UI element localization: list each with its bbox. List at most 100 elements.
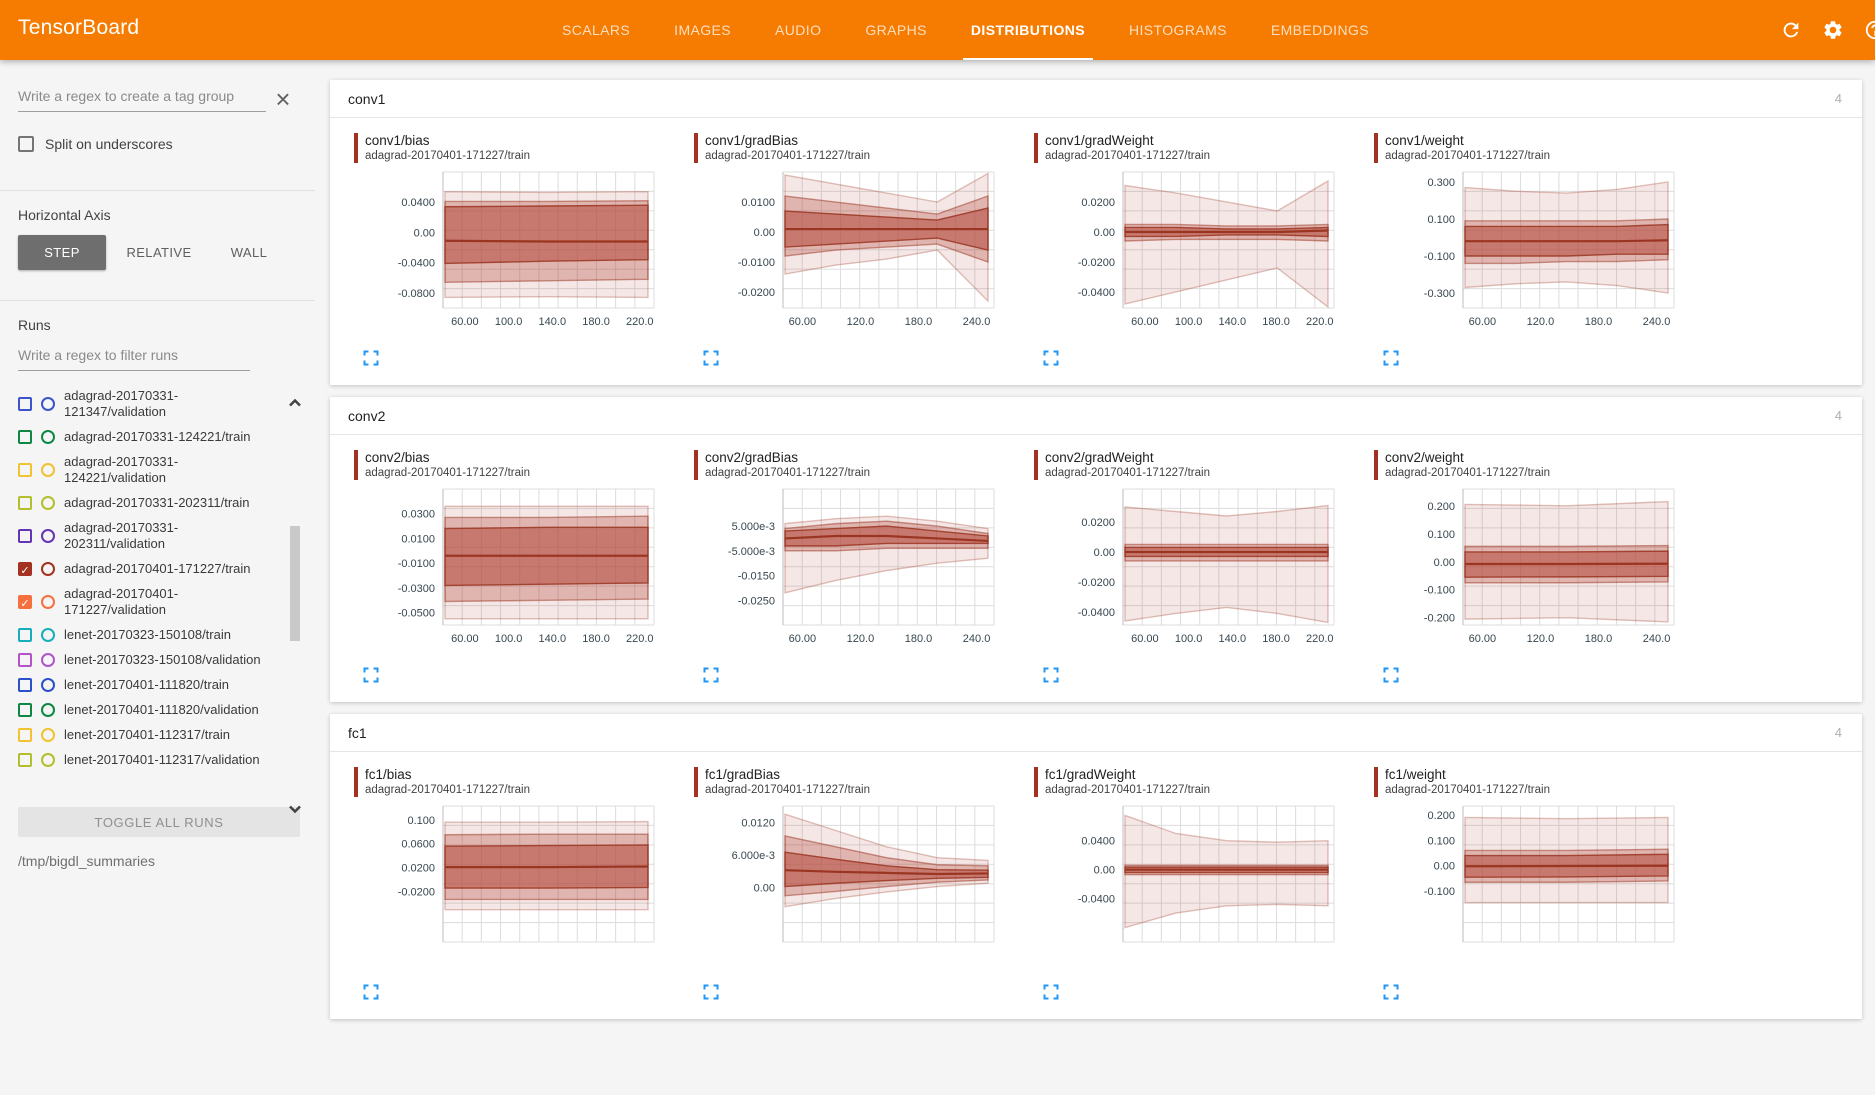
expand-icon[interactable] — [1382, 667, 1400, 685]
run-color-circle-icon[interactable] — [41, 628, 55, 642]
run-list-item[interactable]: ✓adagrad-20170401-171227/train — [18, 558, 298, 580]
run-list-item[interactable]: adagrad-20170331-124221/validation — [18, 451, 298, 489]
close-icon[interactable]: × — [266, 86, 300, 112]
checkbox-icon[interactable] — [18, 703, 32, 717]
y-tick-label: 0.0100 — [401, 533, 435, 545]
checkbox-icon[interactable] — [18, 628, 32, 642]
checked-checkbox-icon[interactable]: ✓ — [18, 595, 32, 609]
axis-button-wall[interactable]: WALL — [214, 235, 284, 270]
run-color-marker — [1374, 133, 1378, 163]
run-color-circle-icon[interactable] — [41, 678, 55, 692]
expand-icon[interactable] — [702, 350, 720, 368]
run-list-item[interactable]: adagrad-20170331-202311/train — [18, 492, 298, 514]
checkbox-icon[interactable] — [18, 653, 32, 667]
run-list-item[interactable]: lenet-20170401-112317/train — [18, 724, 298, 746]
runs-scrollbar[interactable] — [287, 396, 303, 816]
run-color-circle-icon[interactable] — [41, 463, 55, 477]
run-color-circle-icon[interactable] — [41, 753, 55, 767]
run-list-item[interactable]: lenet-20170401-111820/train — [18, 674, 298, 696]
checkbox-icon[interactable] — [18, 753, 32, 767]
run-list-item[interactable]: adagrad-20170331-124221/train — [18, 426, 298, 448]
run-color-marker — [354, 133, 358, 163]
scroll-up-icon[interactable] — [288, 396, 302, 410]
y-tick-label: 0.00 — [1434, 557, 1455, 569]
chart-tag-name: conv1/gradWeight — [1045, 132, 1210, 149]
tag-regex-input[interactable] — [18, 82, 266, 112]
run-list-item[interactable]: lenet-20170401-112317/validation — [18, 749, 298, 771]
checkbox-icon[interactable] — [18, 678, 32, 692]
run-list-item[interactable]: adagrad-20170331-121347/validation — [18, 385, 298, 423]
split-underscores-checkbox[interactable]: Split on underscores — [18, 136, 315, 152]
expand-icon[interactable] — [1042, 667, 1060, 685]
expand-icon[interactable] — [1382, 984, 1400, 1002]
x-tick-label: 240.0 — [1643, 633, 1671, 645]
help-icon[interactable] — [1864, 19, 1875, 41]
tab-embeddings[interactable]: EMBEDDINGS — [1249, 0, 1391, 60]
run-color-circle-icon[interactable] — [41, 529, 55, 543]
scrollbar-thumb[interactable] — [290, 526, 300, 641]
checked-checkbox-icon[interactable]: ✓ — [18, 562, 32, 576]
y-tick-label: 0.00 — [1434, 861, 1455, 873]
expand-icon[interactable] — [362, 667, 380, 685]
tab-histograms[interactable]: HISTOGRAMS — [1107, 0, 1249, 60]
checkbox-icon[interactable] — [18, 430, 32, 444]
checkbox-icon[interactable] — [18, 397, 32, 411]
expand-icon[interactable] — [702, 667, 720, 685]
tab-audio[interactable]: AUDIO — [753, 0, 843, 60]
runs-regex-input[interactable] — [18, 341, 250, 371]
toggle-all-runs-button[interactable]: TOGGLE ALL RUNS — [18, 807, 300, 837]
tab-scalars[interactable]: SCALARS — [540, 0, 652, 60]
run-list-item[interactable]: lenet-20170401-111820/validation — [18, 699, 298, 721]
tab-images[interactable]: IMAGES — [652, 0, 753, 60]
expand-icon[interactable] — [362, 350, 380, 368]
axis-button-step[interactable]: STEP — [18, 235, 106, 270]
tab-distributions[interactable]: DISTRIBUTIONS — [949, 0, 1107, 60]
refresh-icon[interactable] — [1780, 19, 1802, 41]
run-list-item[interactable]: lenet-20170323-150108/validation — [18, 649, 298, 671]
expand-icon[interactable] — [362, 984, 380, 1002]
run-color-circle-icon[interactable] — [41, 595, 55, 609]
run-color-circle-icon[interactable] — [41, 430, 55, 444]
chart-run-name: adagrad-20170401-171227/train — [1385, 783, 1550, 798]
settings-icon[interactable] — [1822, 19, 1844, 41]
run-color-circle-icon[interactable] — [41, 703, 55, 717]
expand-icon[interactable] — [1382, 350, 1400, 368]
scroll-down-icon[interactable] — [288, 802, 302, 816]
run-color-circle-icon[interactable] — [41, 562, 55, 576]
run-color-circle-icon[interactable] — [41, 653, 55, 667]
tab-graphs[interactable]: GRAPHS — [843, 0, 949, 60]
run-list-item[interactable]: adagrad-20170331-202311/validation — [18, 517, 298, 555]
expand-icon[interactable] — [1042, 984, 1060, 1002]
run-color-circle-icon[interactable] — [41, 728, 55, 742]
run-list-item[interactable]: lenet-20170323-150108/train — [18, 624, 298, 646]
run-color-circle-icon[interactable] — [41, 397, 55, 411]
expand-icon[interactable] — [1042, 350, 1060, 368]
checkbox-icon[interactable] — [18, 136, 34, 152]
axis-button-relative[interactable]: RELATIVE — [112, 235, 206, 270]
checkbox-icon[interactable] — [18, 463, 32, 477]
run-list-item[interactable]: ✓adagrad-20170401-171227/validation — [18, 583, 298, 621]
checkbox-icon[interactable] — [18, 496, 32, 510]
run-color-circle-icon[interactable] — [41, 496, 55, 510]
checkbox-icon[interactable] — [18, 728, 32, 742]
expand-icon[interactable] — [702, 984, 720, 1002]
checkbox-icon[interactable] — [18, 529, 32, 543]
